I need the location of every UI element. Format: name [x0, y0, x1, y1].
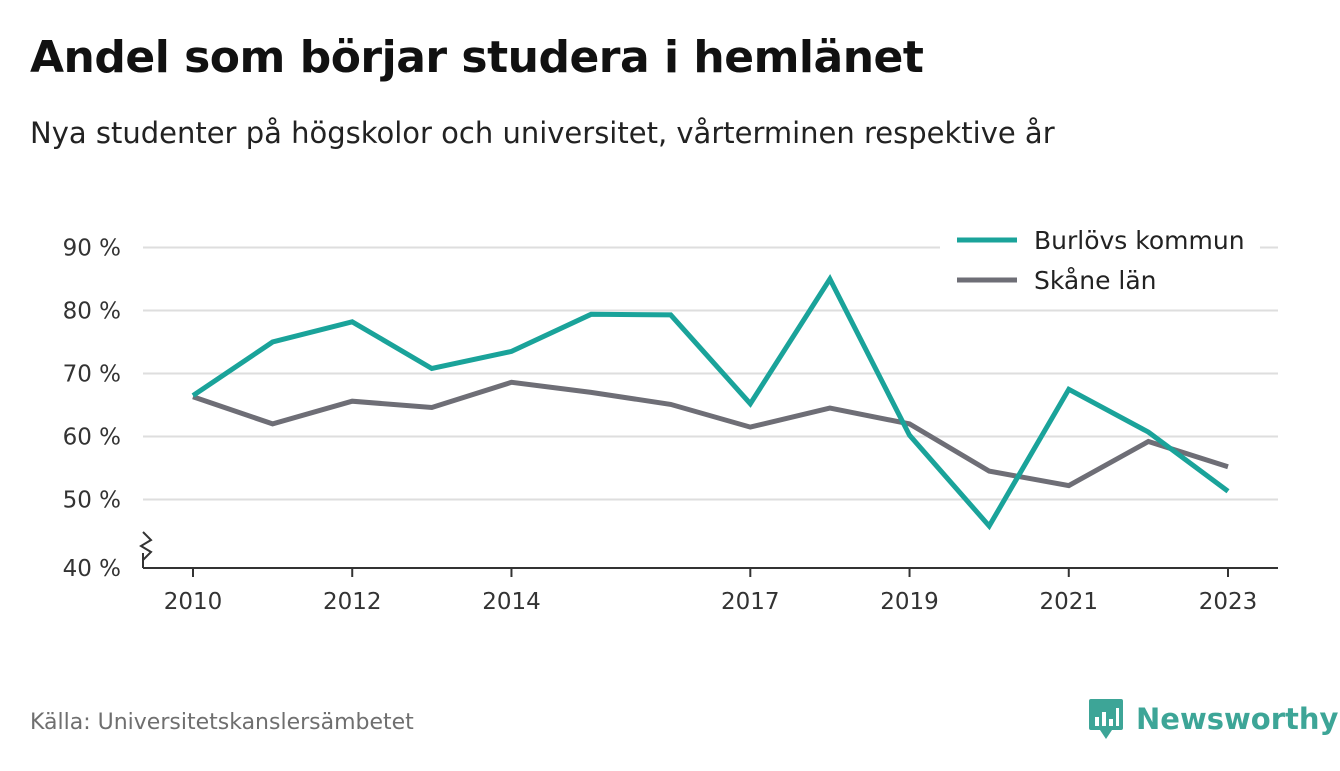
- series-line-1: [191, 273, 1230, 531]
- legend: Burlövs kommun Skåne län: [940, 216, 1260, 295]
- x-tick-label: 2017: [721, 589, 780, 615]
- y-tick-label: 60 %: [63, 425, 121, 451]
- newsworthy-logo-icon: [1089, 699, 1123, 739]
- line-chart: 40 %50 %60 %70 %80 %90 % 2010 2012 2014 201…: [62, 216, 1278, 615]
- series-lines: [191, 273, 1230, 531]
- legend-background: [940, 216, 1260, 252]
- y-tick-label: 70 %: [63, 362, 121, 388]
- y-tick-label: 50 %: [63, 488, 121, 514]
- legend-label: Burlövs kommun: [1034, 226, 1245, 255]
- x-tick-label: 2012: [323, 589, 382, 615]
- source-note: Källa: Universitetskanslersämbetet: [30, 710, 414, 735]
- legend-label: Skåne län: [1034, 266, 1157, 295]
- x-tick-label: 2019: [880, 589, 939, 615]
- chart-title: Andel som börjar studera i hemlänet: [30, 32, 924, 83]
- y-tick-label: 90 %: [63, 236, 121, 262]
- x-tick-label: 2010: [164, 589, 223, 615]
- series-line-2: [192, 379, 1229, 489]
- legend-background: [940, 256, 1260, 292]
- x-tick-label: 2023: [1199, 589, 1258, 615]
- x-axis: 2010 2012 2014 2017 2019 2021 2023: [143, 567, 1278, 615]
- axis-break-icon: [139, 531, 153, 561]
- y-tick-label: 80 %: [63, 299, 121, 325]
- x-tick-label: 2021: [1039, 589, 1098, 615]
- chart-subtitle: Nya studenter på högskolor och universit…: [30, 116, 1055, 150]
- brand-name: Newsworthy: [1136, 702, 1339, 736]
- y-axis: 40 % 50 % 60 % 70 % 80 % 90 %: [63, 236, 153, 582]
- y-tick-label: 40 %: [63, 556, 121, 582]
- brand-logo: Newsworthy: [1088, 696, 1338, 742]
- x-tick-label: 2014: [482, 589, 541, 615]
